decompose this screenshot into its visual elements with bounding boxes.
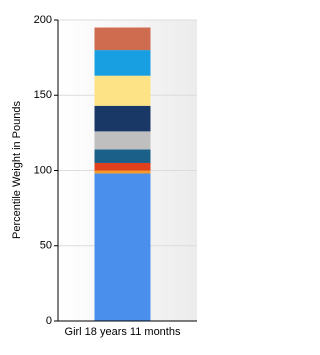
y-tick-label: 0 [46, 315, 52, 327]
bar-segment [94, 50, 151, 76]
bar-segment [94, 149, 151, 163]
y-axis-label: Percentile Weight in Pounds [11, 101, 23, 239]
bar-segment [94, 162, 151, 171]
bar-segment [94, 173, 151, 321]
bar-segment [94, 170, 151, 174]
y-tick-label: 100 [34, 164, 52, 176]
y-tick-label: 150 [34, 89, 52, 101]
bar-segment [94, 27, 151, 51]
y-tick-label: 50 [40, 240, 52, 252]
y-tick-label: 200 [34, 14, 52, 26]
x-tick-label: Girl 18 years 11 months [65, 326, 181, 338]
bar-segment [94, 105, 151, 132]
bar-segment [94, 131, 151, 150]
bar-segment [94, 75, 151, 106]
chart: Percentile Weight in Pounds 0 50 100 150 200… [11, 14, 197, 338]
